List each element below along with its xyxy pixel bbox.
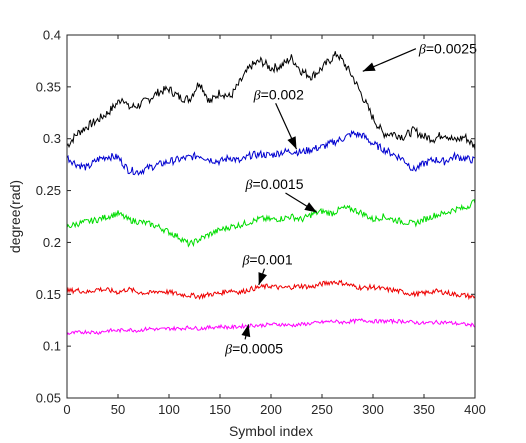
annotation-value: =0.0025 (426, 41, 477, 57)
x-tick-label: 250 (311, 402, 333, 417)
y-tick-label: 0.4 (43, 28, 61, 43)
y-tick-label: 0.1 (43, 339, 61, 354)
annotation-label-5: β=0.0005 (224, 340, 283, 357)
x-tick-label: 400 (464, 402, 486, 417)
annotation-arrow-head-3 (304, 202, 317, 213)
y-tick-label: 0.05 (36, 391, 61, 406)
annotation-arrow-head-4 (258, 272, 267, 285)
x-tick-label: 0 (63, 402, 70, 417)
series-line-3 (66, 199, 476, 248)
annotation-arrow-head-2 (287, 136, 297, 150)
annotation-beta-symbol: β (253, 88, 261, 103)
series-line-4 (66, 279, 476, 301)
annotation-value: =0.002 (261, 86, 304, 102)
x-tick-label: 50 (111, 402, 125, 417)
y-tick-label: 0.35 (36, 79, 61, 94)
annotation-value: =0.0005 (232, 340, 283, 356)
annotation-beta-symbol: β (241, 254, 249, 269)
series-line-1 (66, 51, 476, 151)
x-tick-label: 200 (260, 402, 282, 417)
annotation-arrow-head-5 (241, 324, 251, 338)
annotation-value: =0.0015 (252, 176, 303, 192)
axes-layer: 0 50 100 150 200 250 300 350 400 0.05 0.1 0.15 0.2 0.… (36, 28, 486, 418)
annotation-beta-symbol: β (245, 178, 253, 193)
annotation-beta-symbol: β (224, 342, 232, 357)
annotation-value: =0.001 (249, 252, 292, 268)
x-tick-label: 350 (413, 402, 435, 417)
y-tick-label: 0.3 (43, 131, 61, 146)
annotation-label-3: β=0.0015 (245, 176, 304, 193)
series-layer (66, 51, 476, 336)
series-line-2 (66, 129, 476, 176)
x-tick-label: 150 (209, 402, 231, 417)
y-tick-label: 0.25 (36, 183, 61, 198)
series-line-5 (66, 318, 476, 336)
annotation-label-2: β=0.002 (253, 86, 304, 103)
y-tick-label: 0.2 (43, 235, 61, 250)
annotation-arrow-head-1 (362, 62, 376, 72)
annotation-label-1: β=0.0025 (418, 41, 477, 58)
y-tick-label: 0.15 (36, 287, 61, 302)
x-axis-title: Symbol index (229, 423, 313, 439)
y-axis-title: degree(rad) (7, 180, 23, 253)
x-tick-label: 300 (362, 402, 384, 417)
annotation-beta-symbol: β (418, 43, 426, 58)
annotation-label-4: β=0.001 (241, 252, 292, 269)
x-tick-label: 100 (158, 402, 180, 417)
